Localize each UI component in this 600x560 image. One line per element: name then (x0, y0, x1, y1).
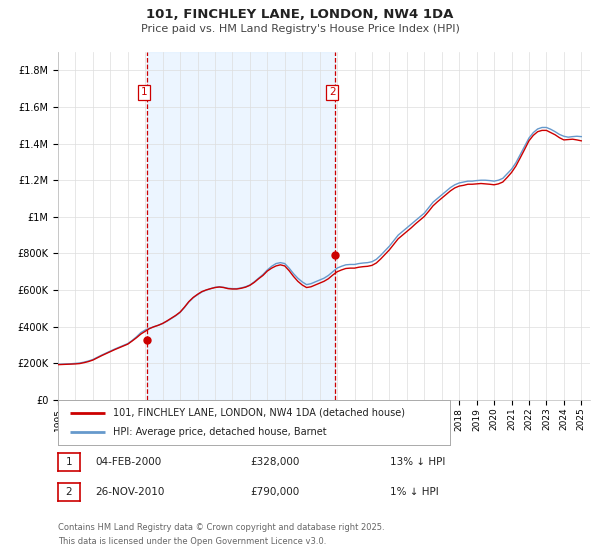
Text: £328,000: £328,000 (250, 457, 299, 467)
Text: HPI: Average price, detached house, Barnet: HPI: Average price, detached house, Barn… (113, 427, 326, 437)
Text: 1% ↓ HPI: 1% ↓ HPI (390, 487, 439, 497)
Text: 101, FINCHLEY LANE, LONDON, NW4 1DA (detached house): 101, FINCHLEY LANE, LONDON, NW4 1DA (det… (113, 408, 405, 418)
Text: This data is licensed under the Open Government Licence v3.0.: This data is licensed under the Open Gov… (58, 538, 326, 547)
Text: Contains HM Land Registry data © Crown copyright and database right 2025.: Contains HM Land Registry data © Crown c… (58, 524, 385, 533)
Text: 2: 2 (65, 487, 73, 497)
Text: 2: 2 (329, 87, 335, 97)
Text: Price paid vs. HM Land Registry's House Price Index (HPI): Price paid vs. HM Land Registry's House … (140, 24, 460, 34)
Bar (147, 52, 335, 400)
Text: £790,000: £790,000 (250, 487, 299, 497)
Text: 1: 1 (140, 87, 147, 97)
Text: 1: 1 (65, 457, 73, 467)
Text: 26-NOV-2010: 26-NOV-2010 (95, 487, 164, 497)
Text: 04-FEB-2000: 04-FEB-2000 (95, 457, 161, 467)
Text: 13% ↓ HPI: 13% ↓ HPI (390, 457, 445, 467)
Text: 101, FINCHLEY LANE, LONDON, NW4 1DA: 101, FINCHLEY LANE, LONDON, NW4 1DA (146, 8, 454, 21)
